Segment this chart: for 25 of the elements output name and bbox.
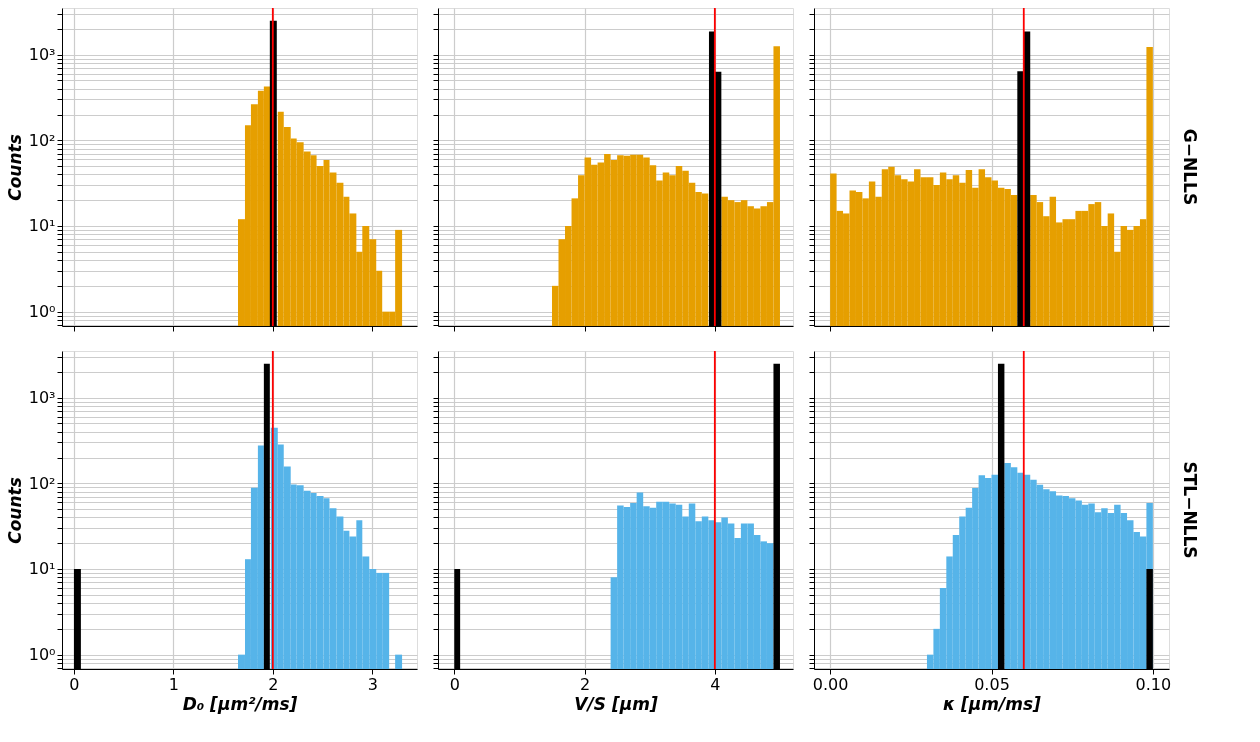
y-axis-title: Counts (4, 134, 25, 201)
x-axis-title: κ [μm/ms] (943, 693, 1042, 714)
x-tick-label: 1 (168, 674, 179, 694)
x-tick-label: 0.10 (1135, 674, 1172, 694)
text: STL−NLLS (1180, 461, 1200, 559)
x-tick-label: 3 (367, 674, 378, 694)
x-axis-title: D₀ [μm²/ms] (182, 693, 298, 714)
y-tick-label: 10² (28, 473, 56, 493)
y-tick-label: 10⁰ (28, 302, 56, 322)
y-tick-label: 10⁰ (28, 645, 56, 665)
x-tick-label: 2 (579, 674, 591, 694)
x-tick-label: 0 (449, 674, 460, 694)
x-tick-label: 2 (268, 674, 279, 694)
text: G−NLLS (1180, 128, 1200, 206)
y-tick-label: 10³ (28, 388, 56, 408)
y-tick-label: 10¹ (28, 559, 56, 579)
y-tick-label: 10³ (28, 45, 56, 65)
y-tick-label: 10² (28, 130, 56, 150)
x-tick-label: 0 (69, 674, 80, 694)
y-axis-title: Counts (4, 477, 25, 544)
y-tick-label: 10¹ (28, 216, 56, 236)
x-tick-label: 0.05 (974, 674, 1010, 694)
x-tick-label: 0.00 (812, 674, 849, 694)
x-axis-title: V/S [μm] (574, 693, 658, 714)
x-tick-label: 4 (710, 674, 721, 694)
